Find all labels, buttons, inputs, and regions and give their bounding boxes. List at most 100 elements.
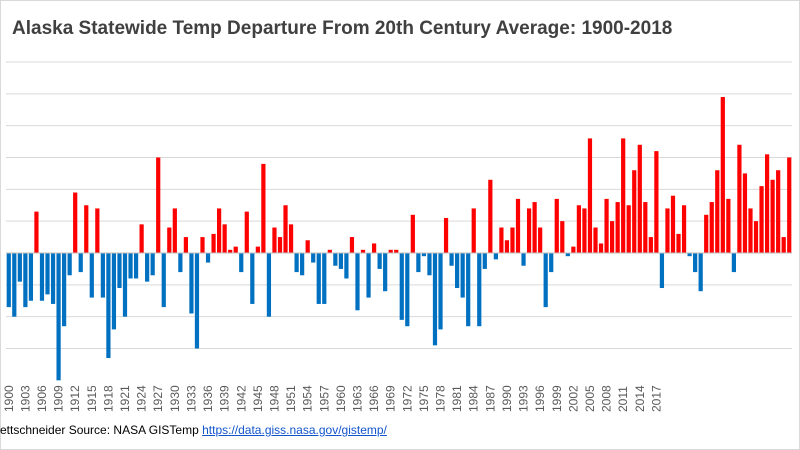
bar-1914 <box>84 205 89 253</box>
source-footer: ettschneider Source: NASA GISTemp https:… <box>0 423 387 437</box>
bar-1948 <box>272 227 277 253</box>
bar-1930 <box>172 208 177 253</box>
x-tick-label: 1930 <box>168 385 182 412</box>
bar-1987 <box>488 179 493 253</box>
bar-2016 <box>648 237 653 253</box>
bar-1937 <box>211 233 216 253</box>
bar-1923 <box>133 253 139 279</box>
bar-1986 <box>482 253 487 269</box>
bar-2034 <box>748 208 753 253</box>
bar-1927 <box>156 157 161 253</box>
bar-2040 <box>781 237 786 253</box>
bar-1900 <box>6 253 11 308</box>
bar-1911 <box>67 253 72 276</box>
bar-2033 <box>742 173 748 253</box>
bar-2013 <box>632 170 637 253</box>
x-tick-label: 1969 <box>384 385 398 412</box>
bar-2014 <box>637 144 642 253</box>
bar-1991 <box>510 227 515 253</box>
bar-1905 <box>34 211 39 253</box>
bar-1929 <box>167 227 172 253</box>
x-tick-label: 1948 <box>267 385 281 412</box>
bar-1933 <box>189 253 194 314</box>
bar-2023 <box>687 253 692 257</box>
bar-1943 <box>244 211 249 253</box>
x-tick-label: 1978 <box>434 385 448 412</box>
x-tick-label: 1900 <box>2 385 16 412</box>
bar-1949 <box>277 237 283 253</box>
bar-1988 <box>493 253 498 260</box>
bar-2019 <box>665 208 670 253</box>
source-link[interactable]: https://data.giss.nasa.gov/gistemp/ <box>202 423 387 437</box>
bar-2022 <box>681 205 687 253</box>
bar-1954 <box>305 240 310 253</box>
x-tick-label: 2005 <box>583 385 597 412</box>
x-tick-label: 1921 <box>118 385 132 412</box>
bar-2035 <box>753 221 759 253</box>
bar-1938 <box>217 208 222 253</box>
x-tick-label: 2011 <box>616 386 630 412</box>
bar-1982 <box>460 253 465 298</box>
bar-1922 <box>128 253 133 279</box>
bar-1950 <box>283 205 288 253</box>
bar-2009 <box>610 221 615 253</box>
bar-1999 <box>554 198 559 253</box>
bar-1916 <box>95 208 100 253</box>
bar-2028 <box>715 170 720 253</box>
bar-1915 <box>89 253 94 298</box>
bar-1901 <box>12 253 17 317</box>
bar-1996 <box>538 227 543 253</box>
bar-2031 <box>731 253 736 273</box>
x-tick-label: 1915 <box>85 385 99 412</box>
bar-2000 <box>560 221 565 253</box>
bar-1979 <box>443 217 449 253</box>
bar-1907 <box>45 253 50 295</box>
bar-1963 <box>355 253 360 311</box>
bar-1958 <box>327 249 332 253</box>
bar-1993 <box>521 253 526 266</box>
bar-2030 <box>726 198 731 253</box>
bar-1978 <box>438 253 443 330</box>
source-text: ettschneider Source: NASA GISTemp <box>0 423 203 437</box>
bar-2011 <box>621 138 626 253</box>
bar-1972 <box>405 253 410 327</box>
x-tick-label: 1942 <box>234 385 248 412</box>
bar-1976 <box>427 253 432 276</box>
bar-1941 <box>233 246 238 253</box>
bar-1997 <box>543 253 548 308</box>
bar-1926 <box>150 253 155 276</box>
bar-1935 <box>200 237 205 253</box>
x-tick-label: 1963 <box>350 385 364 412</box>
bar-2002 <box>571 246 576 253</box>
bar-2032 <box>737 144 742 253</box>
bar-2018 <box>659 253 665 289</box>
bar-1903 <box>23 253 28 308</box>
x-tick-label: 1951 <box>284 385 298 412</box>
bar-1957 <box>322 253 327 304</box>
bar-1920 <box>117 253 122 289</box>
bar-2015 <box>643 202 648 253</box>
x-tick-label: 1927 <box>151 385 165 412</box>
bar-1964 <box>360 249 366 253</box>
bar-1936 <box>205 253 211 263</box>
bar-1910 <box>62 253 67 327</box>
x-tick-label: 1960 <box>334 385 348 412</box>
x-tick-label: 1957 <box>317 385 331 412</box>
bar-1908 <box>50 253 56 304</box>
bar-1962 <box>349 237 355 253</box>
x-tick-label: 1918 <box>101 385 115 412</box>
bar-1990 <box>504 240 510 253</box>
bar-1940 <box>228 249 233 253</box>
bar-1968 <box>383 253 388 292</box>
bar-2041 <box>787 157 792 253</box>
bar-1947 <box>266 253 272 317</box>
bar-1969 <box>388 249 393 253</box>
bar-2003 <box>576 205 581 253</box>
bar-1974 <box>416 253 421 273</box>
bar-1951 <box>288 224 294 253</box>
bar-1967 <box>377 253 382 269</box>
x-tick-label: 2002 <box>566 385 580 412</box>
bar-1904 <box>28 253 34 301</box>
bar-2004 <box>582 208 587 253</box>
bar-2010 <box>615 202 620 253</box>
